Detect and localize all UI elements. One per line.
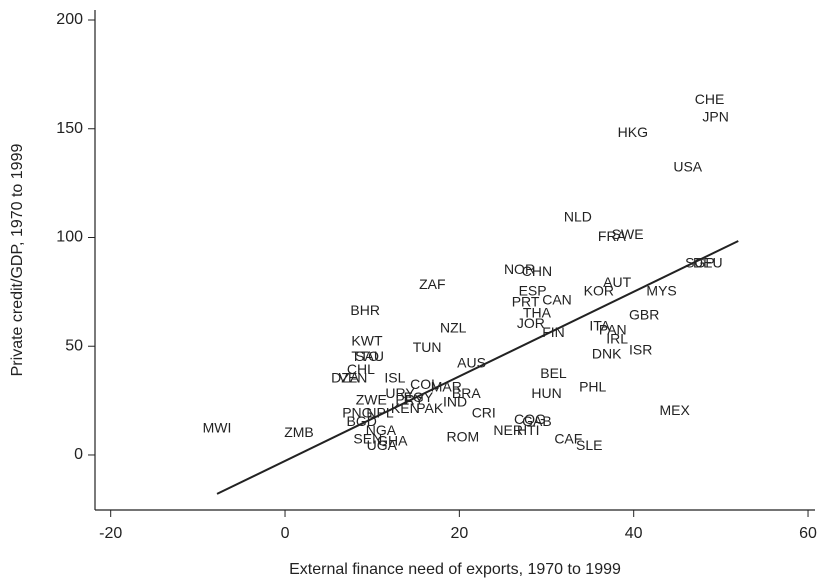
point-label: NGA xyxy=(366,422,397,438)
point-label: DEU xyxy=(693,254,723,270)
point-label: NZL xyxy=(440,320,467,336)
point-label: ROM xyxy=(447,428,480,444)
point-label: GAB xyxy=(522,413,552,429)
point-label: MWI xyxy=(203,420,232,436)
y-axis-title: Private credit/GDP, 1970 to 1999 xyxy=(9,144,26,377)
point-label: DNK xyxy=(592,346,622,362)
point-label: ESP xyxy=(519,283,547,299)
point-label: CAF xyxy=(554,430,582,446)
point-label: EGY xyxy=(404,389,434,405)
point-label: HKG xyxy=(618,124,648,140)
point-label: PNG xyxy=(342,404,372,420)
point-label: BRA xyxy=(452,385,481,401)
y-tick-label: 150 xyxy=(56,120,83,137)
point-label: AUT xyxy=(603,274,631,290)
point-label: ITA xyxy=(589,317,610,333)
point-label: PHL xyxy=(579,378,606,394)
point-label: CAN xyxy=(542,291,572,307)
point-label: PAN xyxy=(599,322,627,338)
point-label: KWT xyxy=(351,333,383,349)
point-label: NPL xyxy=(366,404,393,420)
point-label: COL xyxy=(410,376,439,392)
point-label: COG xyxy=(514,411,546,427)
x-tick-label: 0 xyxy=(281,525,290,542)
point-label: MEX xyxy=(659,402,690,418)
y-tick-label: 50 xyxy=(65,337,83,354)
point-label: NER xyxy=(493,422,523,438)
x-tick-label: 60 xyxy=(799,525,817,542)
point-label: BHR xyxy=(350,302,380,318)
point-label: HUN xyxy=(531,385,561,401)
point-label: SEN xyxy=(353,430,382,446)
point-label: IRL xyxy=(606,330,628,346)
point-label: NOR xyxy=(504,261,535,277)
fit-line xyxy=(216,240,739,495)
point-label: FRA xyxy=(598,228,627,244)
point-label: SAU xyxy=(355,348,384,364)
point-label: VEN xyxy=(339,370,368,386)
point-label: KOR xyxy=(584,283,614,299)
point-label: PRT xyxy=(512,293,540,309)
point-label: SLE xyxy=(576,437,602,453)
point-label: BGD xyxy=(347,413,377,429)
point-label: BEL xyxy=(540,365,567,381)
point-label: DZA xyxy=(331,370,360,386)
point-label: GBR xyxy=(629,306,659,322)
point-label: ZMB xyxy=(284,424,314,440)
point-label: PAK xyxy=(416,400,444,416)
x-tick-label: 20 xyxy=(450,525,468,542)
point-label: FIN xyxy=(542,324,565,340)
point-label: TTO xyxy=(351,348,379,364)
point-label: UGA xyxy=(367,437,398,453)
point-label: SWE xyxy=(612,226,644,242)
point-label: JOR xyxy=(517,315,545,331)
x-axis-title: External finance need of exports, 1970 t… xyxy=(289,561,621,578)
y-tick-label: 100 xyxy=(56,229,83,246)
point-label: AUS xyxy=(457,354,486,370)
point-label: GHA xyxy=(377,433,408,449)
point-label: PRY xyxy=(395,391,424,407)
point-label: CHN xyxy=(522,263,552,279)
point-label: CHE xyxy=(695,91,725,107)
point-label: ISR xyxy=(629,341,652,357)
point-label: MAR xyxy=(431,378,462,394)
point-label: JPN xyxy=(702,109,728,125)
x-tick-label: 40 xyxy=(625,525,643,542)
point-label: URY xyxy=(385,385,415,401)
point-label: THA xyxy=(523,304,552,320)
point-label: ZAF xyxy=(419,276,445,292)
point-label: USA xyxy=(673,159,702,175)
point-label: NLD xyxy=(564,209,592,225)
point-label: MYS xyxy=(646,283,676,299)
y-tick-label: 200 xyxy=(56,11,83,28)
point-label: ISL xyxy=(384,370,405,386)
y-tick-label: 0 xyxy=(74,446,83,463)
point-label: HTI xyxy=(517,422,540,438)
point-label: SGP xyxy=(685,254,715,270)
point-label: KEN xyxy=(391,400,420,416)
point-label: ZWE xyxy=(356,391,387,407)
x-tick-label: -20 xyxy=(99,525,122,542)
point-label: IND xyxy=(443,393,467,409)
point-label: TUN xyxy=(413,339,442,355)
point-label: CHL xyxy=(347,361,375,377)
point-label: CRI xyxy=(472,404,496,420)
